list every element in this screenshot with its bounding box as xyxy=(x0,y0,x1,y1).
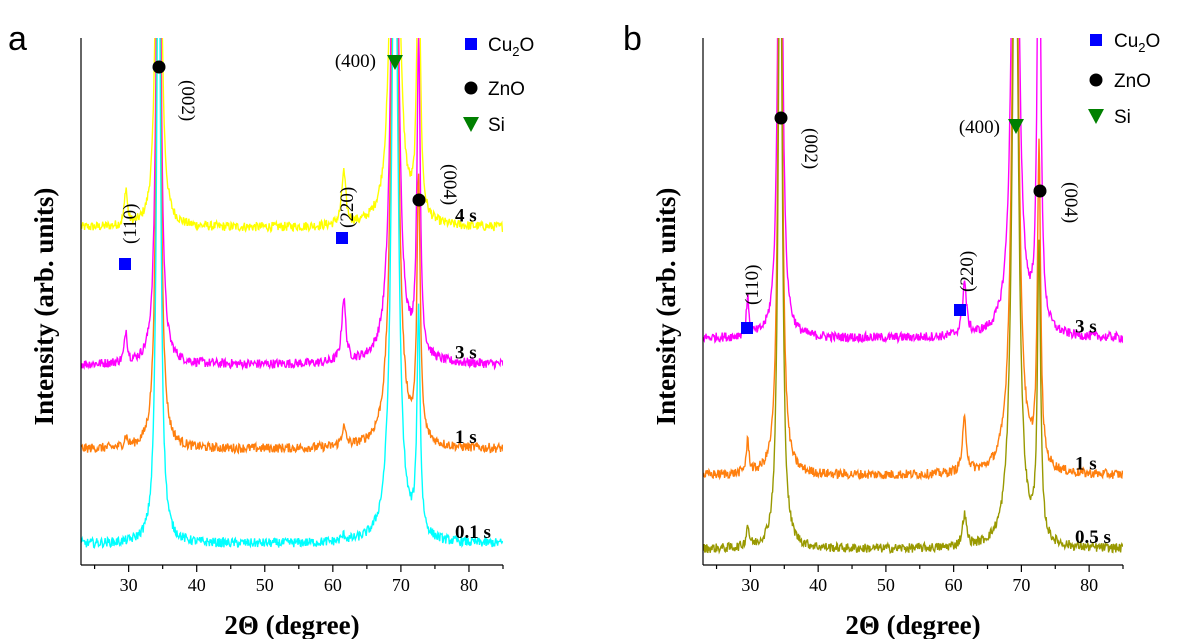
legend-label: Si xyxy=(1114,107,1131,128)
peak-label: (004) xyxy=(1060,182,1081,223)
peak-marker xyxy=(954,304,966,316)
peak-marker xyxy=(152,60,166,74)
series-label: 3 s xyxy=(455,343,477,364)
series-line xyxy=(81,38,503,455)
peak-marker xyxy=(741,322,753,334)
x-tick-label: 80 xyxy=(1080,575,1098,595)
legend-label: ZnO xyxy=(488,79,525,100)
x-tick-label: 80 xyxy=(460,575,478,595)
peak-label: (002) xyxy=(177,80,198,121)
x-tick-label: 30 xyxy=(120,575,138,595)
series-label: 0.5 s xyxy=(1075,527,1111,548)
series-label: 1 s xyxy=(1075,453,1097,474)
series-traces xyxy=(703,38,1123,555)
peak-marker xyxy=(774,111,788,125)
peak-marker xyxy=(336,232,348,244)
x-axis-title: 2Θ (degree) xyxy=(845,610,980,639)
series-line xyxy=(81,38,503,234)
series-line xyxy=(81,38,503,371)
peak-label: (400) xyxy=(959,117,1000,138)
x-tick-label: 60 xyxy=(945,575,963,595)
peak-marker xyxy=(1033,184,1047,198)
legend: Cu2O ZnO Si xyxy=(1088,31,1160,128)
peak-label: (110) xyxy=(120,204,141,244)
series-traces xyxy=(81,38,503,549)
legend-label: Cu2O xyxy=(1114,31,1160,55)
peak-marker xyxy=(119,258,131,270)
series-label: 0.1 s xyxy=(455,522,491,543)
y-axis-title: Intensity (arb. units) xyxy=(651,188,681,426)
panel-letter: a xyxy=(8,20,27,58)
y-axis-title: Intensity (arb. units) xyxy=(29,188,59,426)
legend-marker xyxy=(1089,73,1103,87)
peak-label: (004) xyxy=(439,164,460,205)
legend-marker xyxy=(465,38,477,50)
x-tick-label: 50 xyxy=(877,575,895,595)
legend-label: Cu2O xyxy=(488,35,534,59)
series-line xyxy=(81,38,503,549)
x-tick-label: 60 xyxy=(324,575,342,595)
series-label: 1 s xyxy=(455,427,477,448)
peak-marker xyxy=(412,193,426,207)
x-axis-title: 2Θ (degree) xyxy=(224,610,359,639)
legend: Cu2O ZnO Si xyxy=(463,35,534,136)
panel-letter: b xyxy=(623,20,642,58)
peak-label: (400) xyxy=(335,51,376,72)
series-line xyxy=(703,38,1123,481)
x-tick-label: 70 xyxy=(392,575,410,595)
peak-label: (220) xyxy=(337,187,358,228)
series-label: 4 s xyxy=(455,206,477,227)
peak-label: (110) xyxy=(742,265,763,305)
series-line xyxy=(703,38,1123,345)
legend-marker xyxy=(464,81,478,95)
peak-label: (220) xyxy=(957,251,978,292)
x-tick-label: 30 xyxy=(741,575,759,595)
legend-label: ZnO xyxy=(1114,71,1151,92)
peak-marker xyxy=(1008,119,1024,134)
x-tick-label: 40 xyxy=(188,575,206,595)
legend-marker xyxy=(1088,109,1104,124)
x-tick-label: 70 xyxy=(1012,575,1030,595)
legend-label: Si xyxy=(488,115,505,136)
series-line xyxy=(703,38,1123,555)
x-tick-label: 40 xyxy=(809,575,827,595)
legend-marker xyxy=(1090,34,1102,46)
peak-label: (002) xyxy=(800,128,821,169)
series-label: 3 s xyxy=(1075,316,1097,337)
peak-marker xyxy=(387,55,403,70)
panel-b: 3 s 1 s 0.5 s 30 40 50 60 70 80 2Θ (degree) Intens… xyxy=(623,20,1160,639)
x-tick-label: 50 xyxy=(256,575,274,595)
panel-a: 4 s 3 s 1 s 0.1 s 30 40 50 60 70 80 2Θ (degree) Int… xyxy=(8,20,534,639)
legend-marker xyxy=(463,117,479,132)
